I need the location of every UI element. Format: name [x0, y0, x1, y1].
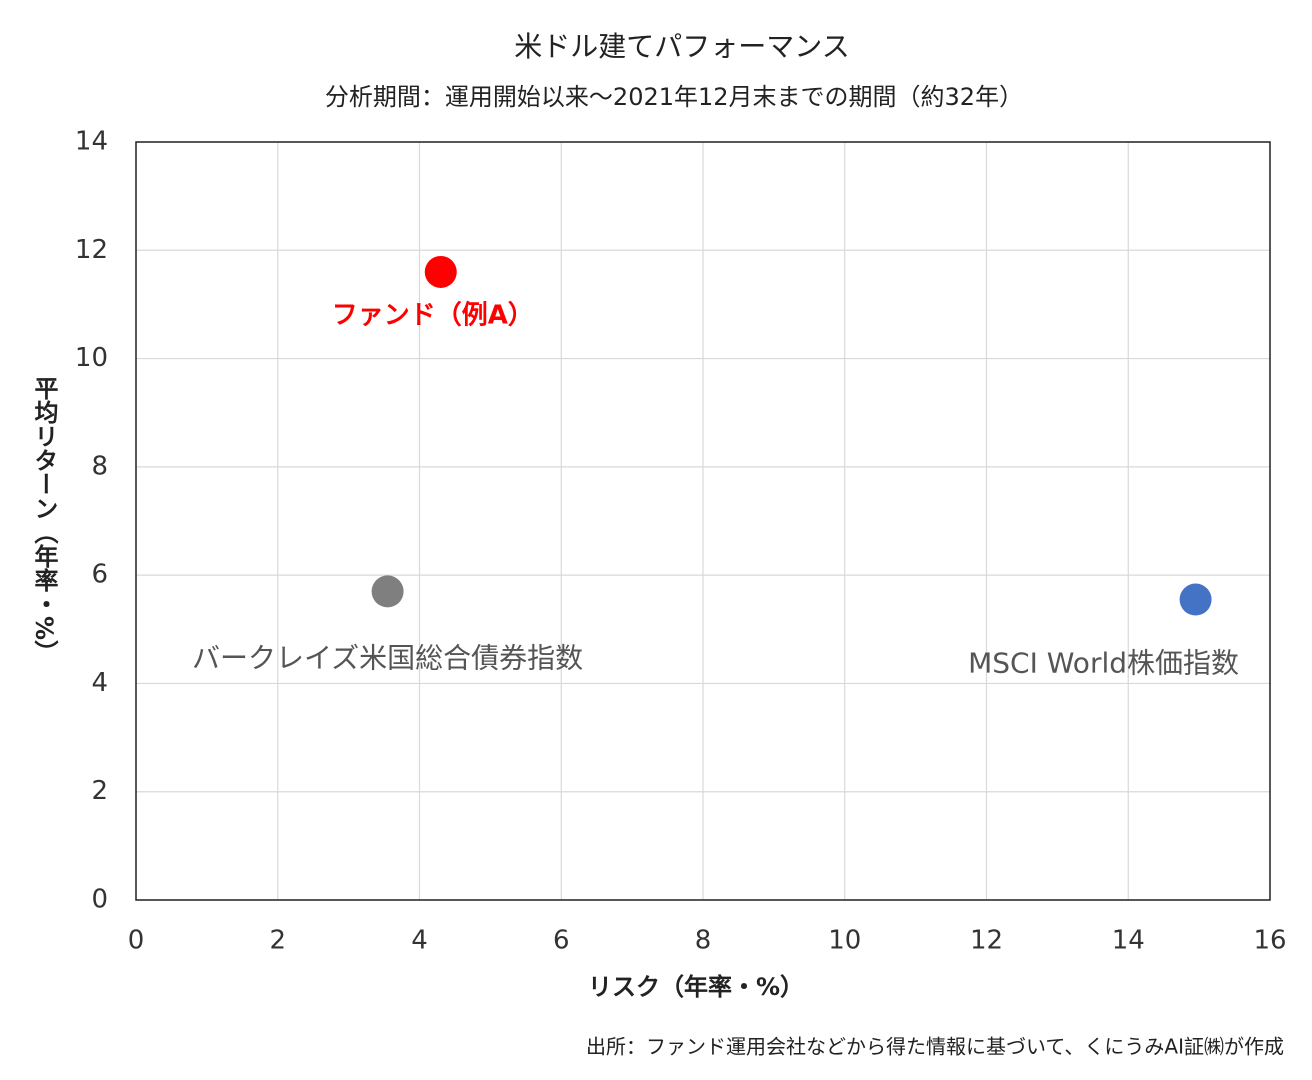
y-tick-label: 14	[75, 127, 108, 157]
plot-frame	[135, 141, 1271, 901]
x-tick-label: 10	[828, 926, 861, 956]
point	[424, 255, 457, 288]
x-tick-label: 8	[695, 926, 712, 956]
chart-subtitle: 分析期間：運用開始以来～2021年12月末までの期間（約32年）	[325, 83, 1023, 111]
x-tick-label: 12	[970, 926, 1003, 956]
x-tick-label: 14	[1112, 926, 1145, 956]
x-tick-label: 16	[1253, 926, 1286, 956]
y-tick-label: 2	[91, 776, 108, 806]
x-tick-label: 6	[553, 926, 570, 956]
x-tick-label: 4	[411, 926, 428, 956]
y-tick-label: 0	[91, 885, 108, 915]
point	[371, 575, 404, 608]
y-tick-label: 6	[91, 560, 108, 590]
point-label: MSCI World株価指数	[968, 647, 1239, 680]
x-tick-label: 0	[128, 926, 145, 956]
point	[1179, 583, 1212, 616]
point-label: バークレイズ米国総合債券指数	[192, 641, 583, 674]
y-tick-label: 10	[75, 343, 108, 373]
x-axis-label: リスク（年率・%）	[588, 973, 804, 1001]
point-label: ファンド（例A）	[332, 300, 534, 330]
source-note: 出所：ファンド運用会社などから得た情報に基づいて、くにうみAI証㈱が作成	[586, 1035, 1284, 1059]
chart-title: 米ドル建てパフォーマンス	[514, 30, 849, 63]
y-axis-label: 平均リターン（年率・%）	[30, 376, 58, 664]
y-tick-label: 4	[91, 668, 108, 698]
y-tick-label: 8	[91, 451, 108, 481]
x-tick-label: 2	[269, 926, 286, 956]
y-tick-label: 12	[75, 235, 108, 265]
